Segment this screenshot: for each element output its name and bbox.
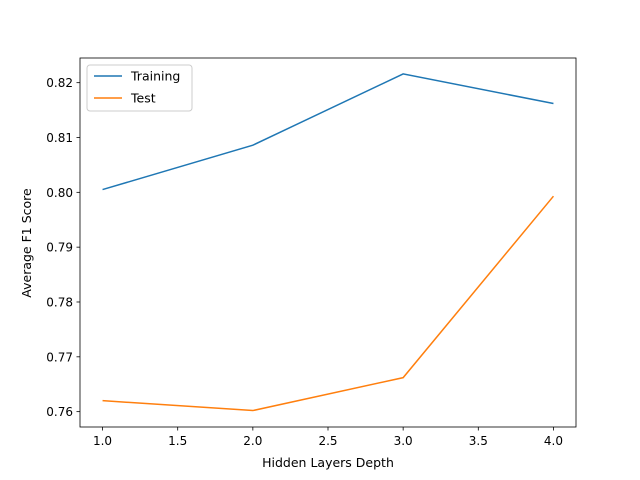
x-tick-label: 2.0 (243, 434, 262, 448)
x-tick-label: 3.0 (394, 434, 413, 448)
series-line-test (102, 195, 555, 412)
legend-label-test: Test (130, 91, 156, 106)
legend-label-training: Training (130, 69, 180, 84)
y-axis-label: Average F1 Score (19, 188, 34, 298)
axes: 1.0 1.5 2.0 2.5 3.0 3.5 4.0 0.76 0.77 0.78 0.79 0.8… (46, 57, 577, 448)
y-tick-label: 0.76 (46, 405, 73, 419)
x-tick-label: 4.0 (544, 434, 563, 448)
x-tick-label: 1.0 (93, 434, 112, 448)
y-tick-label: 0.78 (46, 295, 73, 309)
y-tick-label: 0.77 (46, 350, 73, 364)
series-line-training (102, 73, 554, 191)
x-tick-label: 2.5 (318, 434, 337, 448)
x-axis-label: Hidden Layers Depth (262, 455, 394, 470)
plot-area (102, 73, 555, 412)
y-tick-label: 0.82 (46, 76, 73, 90)
y-tick-label: 0.80 (46, 186, 73, 200)
y-tick-label: 0.79 (46, 241, 73, 255)
legend: Training Test (86, 64, 193, 112)
y-tick-label: 0.81 (46, 131, 73, 145)
x-tick-label: 3.5 (469, 434, 488, 448)
x-tick-label: 1.5 (168, 434, 187, 448)
